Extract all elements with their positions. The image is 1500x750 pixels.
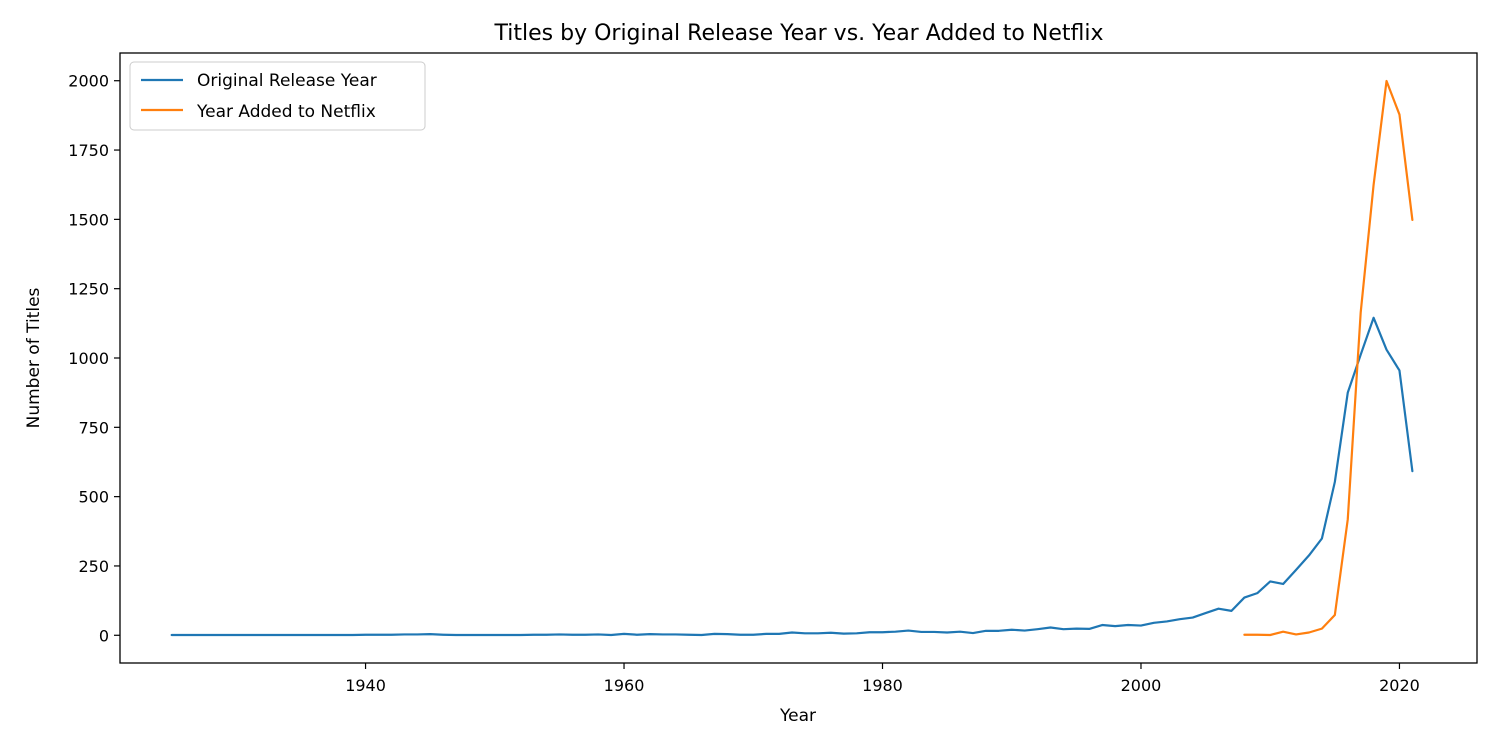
plot-area xyxy=(170,79,1414,637)
x-tick-label: 1980 xyxy=(862,676,903,695)
y-tick-label: 1250 xyxy=(68,280,109,299)
y-tick-label: 2000 xyxy=(68,72,109,91)
x-tick-label: 1940 xyxy=(345,676,386,695)
y-tick-label: 750 xyxy=(78,418,109,437)
chart-title: Titles by Original Release Year vs. Year… xyxy=(494,21,1104,46)
series-line-original-release-year xyxy=(170,316,1414,637)
y-tick-label: 1000 xyxy=(68,349,109,368)
series-line-year-added-to-netflix xyxy=(1243,79,1414,637)
y-tick-label: 1750 xyxy=(68,141,109,160)
y-tick-label: 500 xyxy=(78,488,109,507)
x-axis: 1940 1960 1980 2000 2020 xyxy=(345,663,1420,695)
y-tick-label: 250 xyxy=(78,557,109,576)
x-axis-title: Year xyxy=(779,706,816,726)
y-axis: 0 250 500 750 1000 1250 1500 1750 2000 xyxy=(68,72,120,645)
y-axis-title: Number of Titles xyxy=(24,287,44,428)
legend-label-year-added: Year Added to Netflix xyxy=(196,102,376,122)
y-tick-label: 0 xyxy=(99,626,109,645)
legend-box xyxy=(129,61,426,131)
y-tick-label: 1500 xyxy=(68,210,109,229)
legend-label-original-release-year: Original Release Year xyxy=(197,71,377,91)
x-tick-label: 1960 xyxy=(604,676,645,695)
x-tick-label: 2000 xyxy=(1121,676,1162,695)
legend: Original Release Year Year Added to Netf… xyxy=(129,61,426,131)
x-tick-label: 2020 xyxy=(1379,676,1420,695)
